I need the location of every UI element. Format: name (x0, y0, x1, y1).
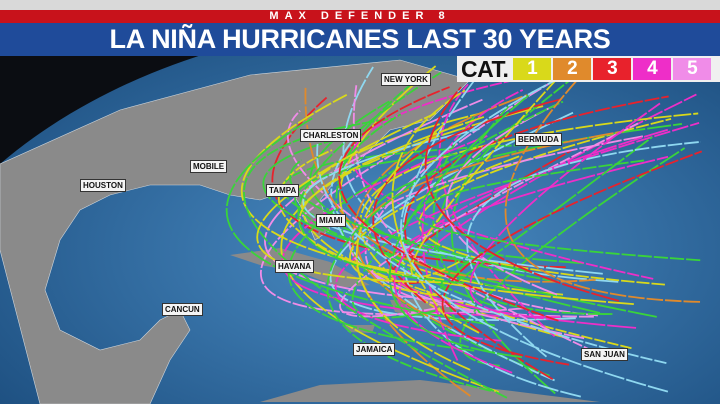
hurricane-track (287, 151, 475, 352)
hurricane-track (359, 112, 699, 334)
city-label-san-juan: SAN JUAN (581, 348, 628, 361)
hurricane-track (441, 150, 703, 366)
hurricane-track (256, 112, 441, 284)
hurricane-track (466, 140, 701, 358)
legend-cat-5: 5 (673, 58, 712, 80)
legend-label: CAT. (461, 55, 509, 82)
hurricane-track (355, 124, 471, 371)
hurricane-track (259, 149, 524, 316)
page-title: LA NIÑA HURRICANES LAST 30 YEARS (0, 23, 720, 56)
hurricane-track (445, 104, 558, 296)
city-label-mobile: MOBILE (190, 160, 228, 173)
hurricane-track (414, 159, 701, 262)
city-label-houston: HOUSTON (80, 179, 126, 192)
legend-cat-4: 4 (633, 58, 672, 80)
hurricane-track (436, 105, 613, 315)
hurricane-track (225, 117, 495, 327)
city-label-havana: HAVANA (275, 260, 315, 273)
hurricane-track (277, 149, 632, 350)
city-label-cancun: CANCUN (162, 303, 203, 316)
top-strip (0, 0, 720, 10)
legend-cat-3: 3 (593, 58, 632, 80)
legend-cat-2: 2 (553, 58, 592, 80)
hurricane-track (262, 133, 657, 318)
hurricane-track (264, 98, 483, 303)
hurricane-track (424, 86, 620, 302)
hurricane-track (418, 117, 672, 286)
hurricane-track (339, 122, 639, 318)
city-label-bermuda: BERMUDA (515, 133, 562, 146)
hurricane-track (372, 98, 562, 304)
south-america-land (260, 380, 600, 402)
hurricane-track (469, 102, 661, 315)
city-label-jamaica: JAMAICA (353, 343, 396, 356)
hurricane-track (404, 95, 669, 380)
hurricane-track (316, 140, 667, 364)
hurricane-track (410, 62, 573, 278)
legend-cat-1: 1 (513, 58, 552, 80)
hurricane-track (459, 147, 686, 367)
city-label-tampa: TAMPA (266, 184, 300, 197)
hurricane-track (338, 86, 559, 322)
hurricane-track (298, 116, 634, 306)
hurricane-track (289, 159, 533, 274)
brand-banner: MAX DEFENDER 8 (0, 10, 720, 23)
hurricane-track (356, 130, 624, 330)
hurricane-track (400, 68, 582, 398)
city-label-miami: MIAMI (316, 214, 346, 227)
hurricane-track (400, 75, 669, 393)
city-label-charleston: CHARLESTON (300, 129, 362, 142)
city-label-new-york: NEW YORK (381, 73, 431, 86)
hurricane-track (297, 71, 464, 284)
hurricane-track (504, 62, 701, 303)
hurricane-track (438, 136, 653, 292)
category-legend: CAT. 1 2 3 4 5 (457, 56, 720, 82)
